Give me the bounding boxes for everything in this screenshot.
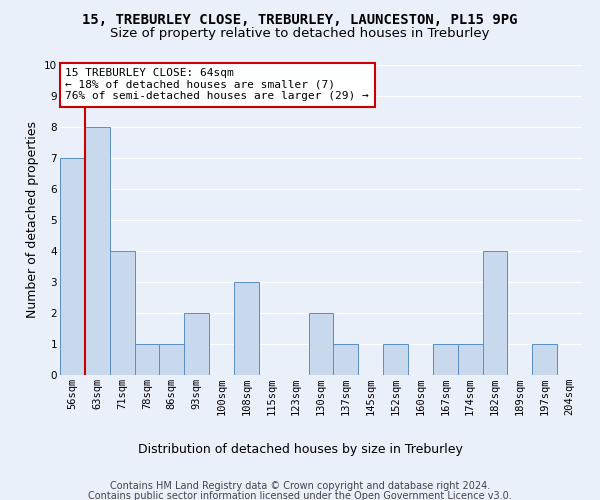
Bar bbox=[334, 344, 358, 375]
Text: Contains public sector information licensed under the Open Government Licence v3: Contains public sector information licen… bbox=[88, 491, 512, 500]
Bar bbox=[383, 344, 408, 375]
Bar bbox=[160, 344, 184, 375]
Bar bbox=[532, 344, 557, 375]
Text: Size of property relative to detached houses in Treburley: Size of property relative to detached ho… bbox=[110, 28, 490, 40]
Bar bbox=[85, 127, 110, 375]
Bar bbox=[234, 282, 259, 375]
Bar bbox=[110, 251, 134, 375]
Bar bbox=[458, 344, 482, 375]
Text: Distribution of detached houses by size in Treburley: Distribution of detached houses by size … bbox=[137, 442, 463, 456]
Text: 15 TREBURLEY CLOSE: 64sqm
← 18% of detached houses are smaller (7)
76% of semi-d: 15 TREBURLEY CLOSE: 64sqm ← 18% of detac… bbox=[65, 68, 369, 102]
Text: Contains HM Land Registry data © Crown copyright and database right 2024.: Contains HM Land Registry data © Crown c… bbox=[110, 481, 490, 491]
Text: 15, TREBURLEY CLOSE, TREBURLEY, LAUNCESTON, PL15 9PG: 15, TREBURLEY CLOSE, TREBURLEY, LAUNCEST… bbox=[82, 12, 518, 26]
Bar bbox=[482, 251, 508, 375]
Bar bbox=[60, 158, 85, 375]
Bar bbox=[433, 344, 458, 375]
Bar bbox=[184, 313, 209, 375]
Bar bbox=[134, 344, 160, 375]
Bar bbox=[308, 313, 334, 375]
Y-axis label: Number of detached properties: Number of detached properties bbox=[26, 122, 38, 318]
